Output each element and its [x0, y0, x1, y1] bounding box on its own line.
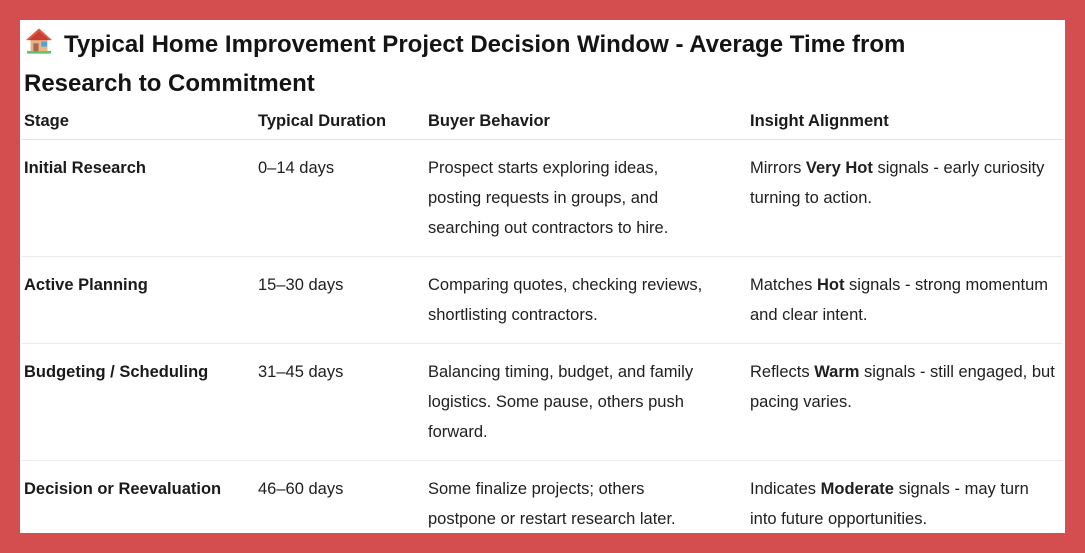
insight-prefix: Matches: [750, 276, 817, 294]
duration-cell: 31–45 days: [258, 343, 428, 461]
table-row: Budgeting / Scheduling 31–45 days Balanc…: [22, 343, 1063, 461]
stage-cell: Budgeting / Scheduling: [22, 343, 258, 461]
insight-signal-level: Warm: [814, 363, 860, 381]
table-header-row: Stage Typical Duration Buyer Behavior In…: [22, 107, 1063, 140]
insight-prefix: Reflects: [750, 363, 815, 381]
table-row: Active Planning 15–30 days Comparing quo…: [22, 256, 1063, 344]
column-header-insight-alignment: Insight Alignment: [750, 107, 1063, 140]
behavior-cell: Comparing quotes, checking reviews, shor…: [428, 256, 750, 344]
table-row: Decision or Reevaluation 46–60 days Some…: [22, 461, 1063, 534]
duration-cell: 0–14 days: [258, 139, 428, 257]
column-header-stage: Stage: [22, 107, 258, 140]
insight-suffix: signals - may turn into future opportuni…: [750, 480, 1029, 528]
column-header-buyer-behavior: Buyer Behavior: [428, 107, 750, 140]
insight-prefix: Mirrors: [750, 159, 806, 177]
insight-signal-level: Very Hot: [805, 159, 873, 177]
behavior-cell: Prospect starts exploring ideas, posting…: [428, 139, 750, 257]
insight-suffix: signals - still engaged, but pacing vari…: [750, 363, 1055, 411]
insight-cell: Mirrors Very Hot signals - early curiosi…: [750, 139, 1063, 257]
insight-cell: Indicates Moderate signals - may turn in…: [750, 461, 1063, 534]
page-title: Typical Home Improvement Project Decisio…: [22, 26, 1012, 101]
insight-suffix: signals - early curiosity turning to act…: [750, 159, 1045, 207]
insight-signal-level: Hot: [816, 276, 845, 294]
table-row: Initial Research 0–14 days Prospect star…: [22, 139, 1063, 257]
behavior-cell: Some finalize projects; others postpone …: [428, 480, 676, 528]
insight-suffix: signals - strong momentum and clear inte…: [750, 276, 1049, 324]
insight-prefix: Indicates: [750, 480, 821, 498]
page-title-text: Typical Home Improvement Project Decisio…: [24, 31, 906, 97]
duration-cell: 15–30 days: [258, 256, 428, 344]
behavior-cell: Balancing timing, budget, and family log…: [428, 343, 750, 461]
home-icon: [24, 26, 54, 66]
stage-cell: Initial Research: [22, 139, 258, 257]
insight-signal-level: Moderate: [820, 480, 894, 498]
insight-cell: Reflects Warm signals - still engaged, b…: [750, 343, 1063, 461]
decision-window-table: Stage Typical Duration Buyer Behavior In…: [22, 107, 1063, 534]
stage-cell: Decision or Reevaluation: [24, 480, 222, 498]
duration-cell: 46–60 days: [258, 480, 344, 498]
column-header-typical-duration: Typical Duration: [258, 107, 428, 140]
stage-cell: Active Planning: [22, 256, 258, 344]
insight-cell: Matches Hot signals - strong momentum an…: [750, 256, 1063, 344]
card-content: Typical Home Improvement Project Decisio…: [20, 20, 1065, 534]
